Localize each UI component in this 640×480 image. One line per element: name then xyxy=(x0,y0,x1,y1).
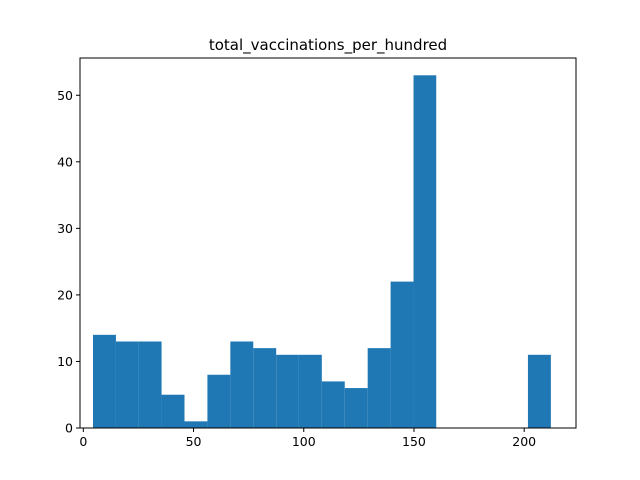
x-tick-label: 0 xyxy=(79,434,87,449)
histogram-bar-9 xyxy=(298,354,322,428)
histogram-bar-12 xyxy=(367,348,391,428)
x-tick-label: 150 xyxy=(402,434,426,449)
histogram-bar-1 xyxy=(115,341,139,428)
y-axis: 0 10 20 30 40 50 xyxy=(57,88,80,436)
histogram-bar-2 xyxy=(138,341,162,428)
plot-frame xyxy=(79,57,577,429)
y-tick-label: 20 xyxy=(57,287,73,302)
y-tick-label: 50 xyxy=(57,88,73,103)
histogram-bar-7 xyxy=(253,348,277,428)
bars-group xyxy=(93,75,551,428)
y-tick-label: 30 xyxy=(57,221,73,236)
histogram-bar-11 xyxy=(344,388,368,428)
y-tick-label: 10 xyxy=(57,354,73,369)
y-tick-label: 40 xyxy=(57,154,73,169)
histogram-bar-3 xyxy=(161,394,185,428)
histogram-bar-13 xyxy=(390,281,414,428)
y-tick-label: 0 xyxy=(65,421,73,436)
chart-title: total_vaccinations_per_hundred xyxy=(209,36,447,55)
x-tick-label: 100 xyxy=(292,434,316,449)
histogram-bar-8 xyxy=(276,354,299,428)
x-tick-label: 50 xyxy=(186,434,202,449)
histogram-bar-6 xyxy=(230,341,254,428)
histogram-bar-19 xyxy=(527,354,551,428)
x-tick-label: 200 xyxy=(512,434,536,449)
histogram-bar-14 xyxy=(413,75,437,428)
histogram-bar-5 xyxy=(207,374,231,428)
histogram-bar-10 xyxy=(321,381,345,428)
x-axis: 0 50 100 150 200 xyxy=(79,428,536,449)
histogram-bar-0 xyxy=(93,334,116,428)
histogram-bar-4 xyxy=(184,421,208,428)
